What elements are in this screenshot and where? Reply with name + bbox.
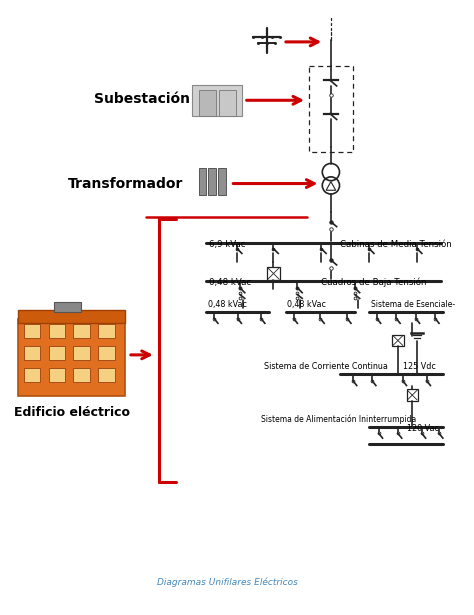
Bar (407, 389, 418, 401)
Text: Sistema de Corriente Continua: Sistema de Corriente Continua (264, 362, 388, 371)
Bar (219, 90, 236, 116)
Text: Diagramas Unifilares Eléctricos: Diagramas Unifilares Eléctricos (157, 578, 298, 587)
Text: 0,48 kVac: 0,48 kVac (209, 300, 247, 309)
Bar (48, 368, 65, 382)
Bar (24, 324, 40, 338)
Bar (218, 169, 226, 195)
Text: 0,48 kVac: 0,48 kVac (210, 278, 252, 287)
Text: Cabinas de Media Tensión: Cabinas de Media Tensión (340, 240, 452, 248)
Bar (18, 310, 125, 323)
Bar (267, 267, 280, 280)
Bar (73, 324, 90, 338)
Text: Cuadros de Baja Tensión: Cuadros de Baja Tensión (321, 277, 427, 287)
Text: 6,9 kVac: 6,9 kVac (210, 240, 246, 248)
Bar (209, 169, 216, 195)
Text: Subestación: Subestación (94, 92, 191, 106)
Bar (48, 324, 65, 338)
Text: 120 Vac: 120 Vac (407, 424, 438, 434)
Bar (55, 302, 81, 312)
Bar (98, 324, 115, 338)
Bar (48, 346, 65, 360)
Bar (309, 66, 353, 152)
Bar (24, 346, 40, 360)
Text: Transformador: Transformador (68, 177, 183, 191)
Text: Sistema de Alimentación Ininterrumpida: Sistema de Alimentación Ininterrumpida (261, 415, 416, 424)
Text: Edificio eléctrico: Edificio eléctrico (14, 406, 129, 419)
Bar (73, 346, 90, 360)
Bar (18, 319, 125, 396)
Bar (392, 335, 404, 346)
Text: 0,48 kVac: 0,48 kVac (287, 300, 326, 309)
Bar (199, 169, 207, 195)
Bar (98, 346, 115, 360)
Bar (199, 90, 216, 116)
Bar (24, 368, 40, 382)
Bar (73, 368, 90, 382)
Bar (98, 368, 115, 382)
Text: Sistema de Esenciale-: Sistema de Esenciale- (371, 300, 455, 309)
Bar (192, 85, 242, 116)
Text: 125 Vdc: 125 Vdc (403, 362, 436, 371)
